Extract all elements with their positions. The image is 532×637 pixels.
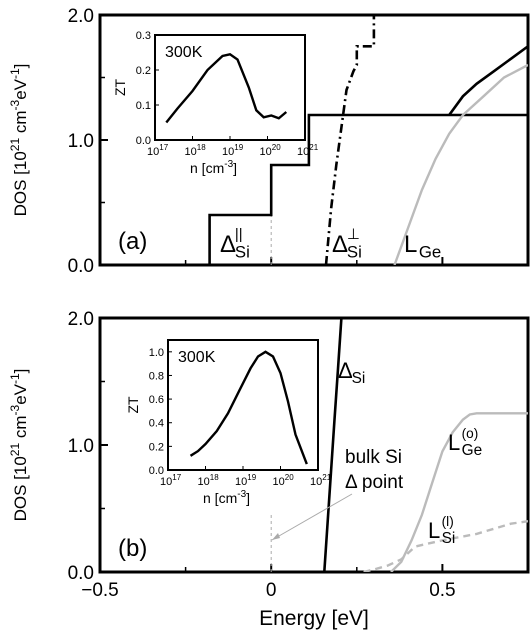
label-delta-point: Δ point bbox=[345, 472, 404, 493]
x-tick-label: 0 bbox=[266, 580, 277, 601]
y-axis-label: DOS [1021 cm-3eV-1] bbox=[8, 369, 30, 522]
inset-y-axis-label: ZT bbox=[112, 79, 128, 97]
label-l-ge: LGe bbox=[404, 231, 441, 261]
inset-y-tick-label: 0.6 bbox=[149, 394, 164, 406]
inset-y-tick-label: 0.3 bbox=[136, 30, 151, 42]
inset-x-tick-label: 1017 bbox=[160, 473, 182, 488]
series-line-l-ge-o- bbox=[390, 412, 528, 572]
x-tick-label: 0.5 bbox=[429, 580, 455, 601]
label-l-si-l: L(l) Si bbox=[428, 514, 455, 547]
series-line-l-ge bbox=[393, 63, 528, 265]
series-line-extra bbox=[448, 45, 528, 116]
label-bulk-si: bulk Si bbox=[345, 447, 402, 468]
inset-x-tick-label: 1020 bbox=[260, 143, 282, 158]
series-line--si bbox=[208, 113, 528, 265]
y-tick-label: 0.0 bbox=[68, 256, 94, 277]
x-axis-label: Energy [eV] bbox=[259, 607, 369, 630]
y-tick-label: 1.0 bbox=[68, 436, 94, 457]
inset-x-tick-label: 1018 bbox=[185, 143, 207, 158]
label-delta-perp-si: Δ⊥ Si bbox=[332, 227, 362, 261]
y-tick-label: 0.0 bbox=[68, 563, 94, 584]
inset-y-tick-label: 0.2 bbox=[136, 65, 151, 77]
inset-zt-curve bbox=[189, 350, 308, 465]
series-line-l-si-l- bbox=[363, 520, 528, 572]
y-tick-label: 1.0 bbox=[68, 131, 94, 152]
inset-y-tick-label: 0.4 bbox=[149, 418, 164, 430]
label-delta-si: ΔSi bbox=[338, 358, 365, 387]
y-tick-label: 2.0 bbox=[68, 309, 94, 330]
series-line--si bbox=[324, 15, 388, 265]
inset-y-tick-label: 0.8 bbox=[149, 370, 164, 382]
inset-frame bbox=[154, 34, 306, 141]
x-tick-label: −0.5 bbox=[81, 580, 119, 601]
inset-x-tick-label: 1019 bbox=[235, 473, 257, 488]
inset-y-tick-label: 1.0 bbox=[149, 347, 164, 359]
shared-energy-axis: −0.5 0 0.5 Energy [eV] bbox=[81, 580, 455, 630]
inset-y-axis-label: ZT bbox=[125, 396, 141, 414]
inset-x-axis-label: n [cm-3] bbox=[190, 159, 237, 176]
inset-x-tick-label: 1021 bbox=[310, 473, 332, 488]
label-l-ge-o: L(o) Ge bbox=[448, 426, 482, 459]
panel-label: (a) bbox=[118, 228, 147, 255]
y-axis-label: DOS [1021 cm-3eV-1] bbox=[8, 64, 30, 217]
panel-b-dos-chart: 0.0 1.0 2.0 DOS [1021 cm-3eV-1] (b) 0.0 0.2 0.4… bbox=[8, 309, 530, 584]
inset-x-tick-label: 1018 bbox=[198, 473, 220, 488]
inset-temperature-label: 300K bbox=[178, 349, 216, 366]
inset-frame bbox=[167, 339, 319, 471]
series-line--si bbox=[323, 318, 343, 572]
inset-y-tick-label: 0.1 bbox=[136, 100, 151, 112]
inset-zt-curve bbox=[165, 53, 288, 124]
panel-label: (b) bbox=[118, 535, 147, 562]
inset-x-tick-label: 1017 bbox=[147, 143, 169, 158]
inset-x-tick-label: 1020 bbox=[273, 473, 295, 488]
inset-x-tick-label: 1021 bbox=[297, 143, 319, 158]
inset-y-tick-label: 0.0 bbox=[149, 465, 164, 477]
inset-x-tick-label: 1019 bbox=[222, 143, 244, 158]
panel-a-dos-chart: 0.0 1.0 2.0 DOS [1021 cm-3eV-1] (a) 0.0 0.1 0.2… bbox=[8, 6, 530, 277]
label-delta-parallel-si: Δ|| Si bbox=[220, 227, 250, 261]
bulk-si-arrow bbox=[271, 493, 353, 541]
inset-y-tick-label: 0.2 bbox=[149, 441, 164, 453]
y-tick-label: 2.0 bbox=[68, 6, 94, 27]
inset-temperature-label: 300K bbox=[165, 44, 203, 61]
inset-x-axis-label: n [cm-3] bbox=[203, 489, 250, 506]
arrow-head-icon bbox=[272, 533, 280, 540]
inset-y-tick-label: 0.0 bbox=[136, 135, 151, 147]
